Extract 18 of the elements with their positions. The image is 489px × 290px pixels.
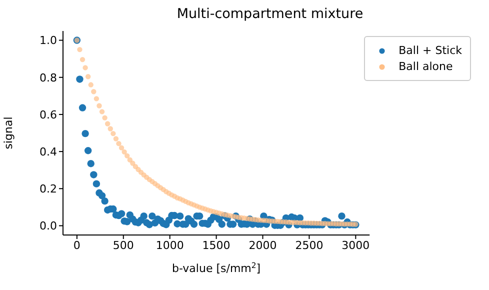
x-tick-label: 2000 bbox=[248, 238, 277, 252]
x-axis-title: b-value [s/mm$^{2}$] bbox=[172, 260, 261, 275]
chart-title: Multi-compartment mixture bbox=[176, 6, 364, 22]
x-tick-label: 0 bbox=[73, 238, 80, 252]
y-tick-label: 0.6 bbox=[40, 108, 57, 122]
y-tick-label: 1.0 bbox=[40, 34, 57, 48]
y-axis-title: signal bbox=[2, 116, 15, 150]
y-tick-label: 0.0 bbox=[40, 220, 57, 233]
x-tick-label: 2500 bbox=[295, 238, 324, 252]
x-tick-label: 1500 bbox=[202, 238, 230, 252]
legend-label: Ball + Stick bbox=[398, 44, 462, 57]
x-tick-label: 3000 bbox=[342, 238, 370, 252]
x-tick-label: 1000 bbox=[156, 238, 184, 252]
y-tick-label: 0.8 bbox=[40, 71, 57, 84]
legend-label: Ball alone bbox=[398, 60, 453, 73]
y-tick-label: 0.4 bbox=[40, 145, 57, 158]
y-tick-label: 0.2 bbox=[40, 182, 57, 196]
x-tick-label: 500 bbox=[112, 238, 134, 252]
